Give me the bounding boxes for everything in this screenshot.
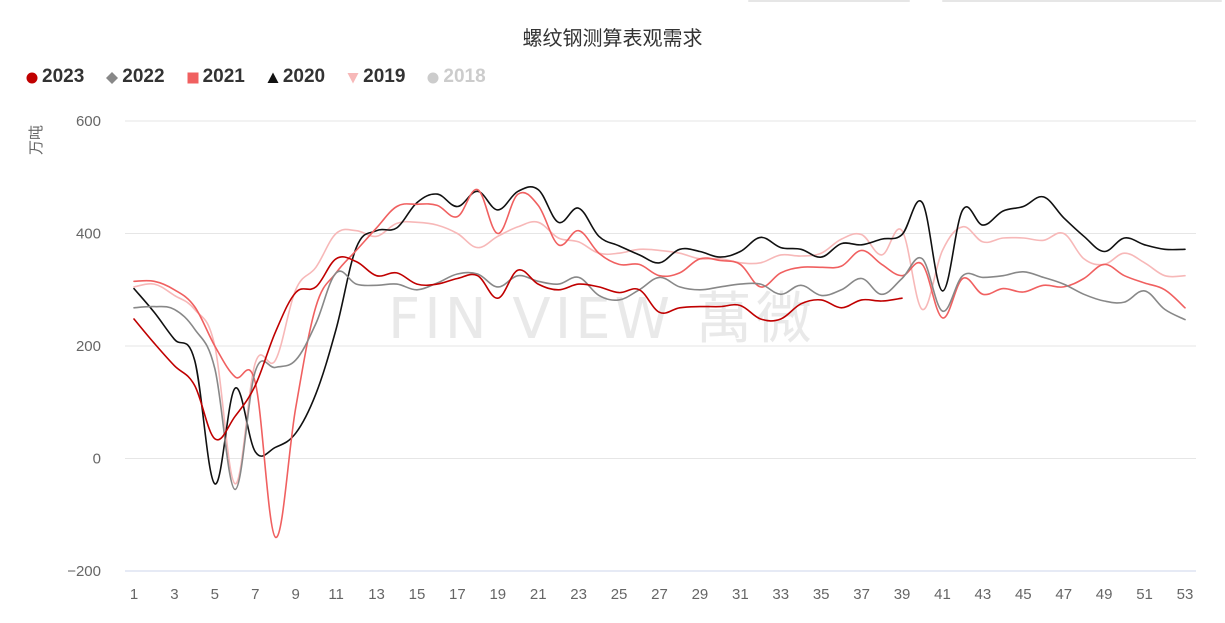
y-axis-label: 万吨 bbox=[27, 125, 45, 155]
y-tick-label: −200 bbox=[67, 563, 101, 580]
x-tick-label: 25 bbox=[611, 586, 628, 603]
x-tick-label: 41 bbox=[934, 586, 951, 603]
x-tick-label: 33 bbox=[772, 586, 789, 603]
legend-item-2019[interactable]: 2019 bbox=[347, 66, 405, 88]
legend-diamond-icon bbox=[106, 71, 119, 84]
x-tick-label: 3 bbox=[170, 586, 178, 603]
series-line-2020[interactable] bbox=[133, 185, 1186, 485]
x-tick-label: 51 bbox=[1136, 586, 1153, 603]
chart-legend: 2023 2022 2021 2020 2019 2018 bbox=[26, 66, 508, 88]
x-tick-label: 53 bbox=[1177, 586, 1194, 603]
y-tick-label: 0 bbox=[93, 451, 101, 468]
legend-item-2022[interactable]: 2022 bbox=[106, 66, 165, 88]
watermark-text: FIN VIEW 萬微 bbox=[388, 287, 816, 352]
x-tick-label: 5 bbox=[211, 586, 219, 603]
legend-label: 2021 bbox=[202, 66, 245, 87]
legend-label: 2019 bbox=[363, 66, 406, 87]
y-tick-label: 400 bbox=[76, 226, 101, 243]
series-line-2021[interactable] bbox=[133, 188, 1186, 539]
x-tick-label: 11 bbox=[328, 586, 344, 603]
x-tick-label: 19 bbox=[489, 586, 506, 603]
legend-label: 2022 bbox=[122, 66, 165, 87]
x-tick-label: 47 bbox=[1055, 586, 1072, 603]
legend-item-2020[interactable]: 2020 bbox=[267, 66, 325, 88]
x-tick-label: 35 bbox=[813, 586, 830, 603]
x-tick-label: 39 bbox=[894, 586, 911, 603]
series-line-2022[interactable] bbox=[133, 256, 1186, 491]
legend-label: 2018 bbox=[443, 66, 486, 87]
chart-title: 螺纹钢测算表观需求 bbox=[522, 28, 703, 50]
series-line-2023[interactable] bbox=[133, 256, 903, 441]
legend-circle-icon bbox=[26, 71, 38, 84]
x-tick-label: 29 bbox=[692, 586, 709, 603]
x-tick-label: 21 bbox=[530, 586, 547, 603]
y-tick-label: 200 bbox=[76, 338, 101, 355]
x-tick-label: 17 bbox=[449, 586, 466, 603]
legend-triangle-icon bbox=[267, 71, 279, 83]
top-tab-strip-left bbox=[748, 0, 910, 2]
legend-triangle-down-icon bbox=[347, 71, 359, 84]
x-tick-label: 23 bbox=[570, 586, 587, 603]
x-tick-label: 1 bbox=[130, 586, 138, 603]
legend-label: 2020 bbox=[282, 66, 326, 87]
x-tick-label: 15 bbox=[409, 586, 426, 603]
legend-square-icon bbox=[187, 71, 199, 84]
top-tab-strip-right bbox=[942, 0, 1222, 2]
x-tick-label: 27 bbox=[651, 586, 668, 603]
legend-item-2018[interactable]: 2018 bbox=[427, 66, 486, 88]
legend-item-2021[interactable]: 2021 bbox=[187, 66, 245, 88]
x-tick-label: 49 bbox=[1096, 586, 1113, 603]
x-tick-label: 45 bbox=[1015, 586, 1032, 603]
legend-circle-icon bbox=[427, 71, 439, 84]
series-line-2019[interactable] bbox=[133, 220, 1186, 485]
legend-item-2023[interactable]: 2023 bbox=[26, 66, 84, 88]
x-tick-label: 13 bbox=[368, 586, 385, 603]
x-tick-label: 9 bbox=[292, 586, 300, 603]
y-tick-label: 600 bbox=[76, 113, 101, 130]
x-tick-label: 37 bbox=[853, 586, 870, 603]
x-tick-label: 7 bbox=[251, 586, 259, 603]
x-tick-label: 31 bbox=[732, 586, 749, 603]
legend-label: 2023 bbox=[42, 66, 85, 87]
x-tick-label: 43 bbox=[975, 586, 992, 603]
